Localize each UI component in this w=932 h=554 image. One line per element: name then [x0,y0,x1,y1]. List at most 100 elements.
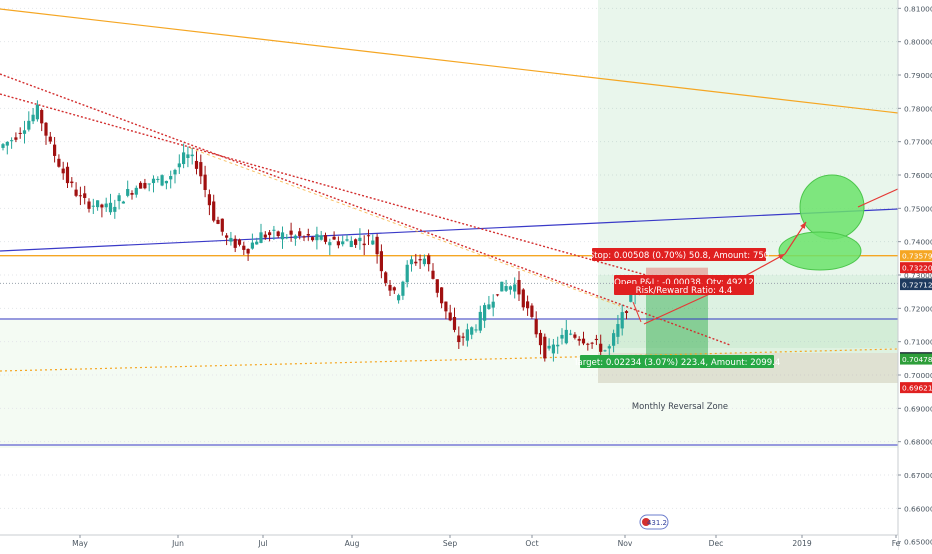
candle-body [169,176,173,180]
candles-layer [1,100,641,362]
candle-body [57,158,61,167]
candle-body [388,284,392,291]
candle-body [612,333,616,346]
projection-extension-line [857,187,901,208]
candle-body [620,312,624,329]
candle-body [508,286,512,290]
candle-body [96,200,100,208]
time-tick-label: Jun [171,539,184,548]
candle-body [607,346,611,349]
candle-body [164,180,168,184]
candle-body [362,243,366,246]
price-tick-label: 0.78000 [904,104,932,113]
candle-body [40,110,44,124]
candle-body [280,232,285,240]
candle-body [397,295,401,301]
risk-reward-label: Risk/Reward Ratio: 4.4 [636,286,733,296]
price-tick-label: 0.67000 [904,471,932,480]
candle-body [14,137,18,140]
candle-body [345,239,349,241]
target-label-box [580,355,774,368]
candle-body [474,329,478,331]
grid-layer [0,7,898,543]
candle-body [18,132,22,134]
candle-body [478,311,482,331]
candle-body [517,279,521,295]
candle-body [409,259,414,265]
price-marker-box [900,382,932,394]
target-ellipse-lower [778,231,862,271]
candle-body [276,231,280,237]
candle-body [513,284,517,292]
candle-body [341,241,345,245]
price-marker-box [900,250,932,262]
candle-body [48,136,52,142]
candle-body [130,193,134,195]
candle-body [384,272,388,283]
price-tick-label: 0.81000 [904,4,932,13]
candle-body [315,234,319,241]
candle-body [121,201,125,204]
logo-text: 431.2 [647,519,667,527]
candle-body [272,229,276,231]
candle-body [70,181,74,184]
candle-body [311,237,315,241]
candle-body [530,305,534,317]
candle-body [392,287,396,291]
candle-body [134,187,138,195]
candle-body [255,241,259,245]
time-tick-label: Dec [709,539,724,548]
candle-body [177,163,181,168]
projection-arrow-3-head [800,222,806,229]
logo-dot-icon [642,518,650,526]
time-tick-label: Jul [257,539,267,548]
candle-body [470,327,474,335]
target-zone [646,284,708,360]
price-tick-label: 0.79000 [904,71,932,80]
price-marker-label: 0.70478 [902,355,932,364]
candle-body [586,343,590,345]
candle-body [414,261,418,264]
candle-body [371,240,375,245]
candle-body [302,236,306,238]
candle-body [366,235,371,237]
candle-body [427,255,431,265]
candle-body [590,342,594,344]
candle-body [616,324,620,337]
price-marker-box [900,262,932,274]
candle-body [237,239,242,245]
candle-body [100,204,104,208]
time-tick-label: 2019 [792,539,811,548]
candle-body [61,168,65,174]
candle-body [298,231,302,236]
candle-body [599,343,603,352]
overlay-layer [632,174,901,325]
candle-body [483,305,487,321]
candle-body [521,289,525,308]
projection-arrow-2-head [778,254,785,260]
candle-body [108,202,113,213]
candle-body [603,350,607,352]
price-marker-label: 0.73579 [902,252,932,261]
candle-body [444,301,448,312]
candle-body [53,144,57,156]
candle-body [354,239,358,245]
time-tick-label: Oct [525,539,538,548]
candle-body [577,338,581,341]
candle-body [151,178,156,184]
target-circle-upper [799,174,865,240]
candle-body [379,251,383,272]
candle-body [65,166,70,184]
candle-body [44,122,48,136]
price-tick-label: 0.66000 [904,504,932,513]
candle-body [440,287,444,304]
candle-body [491,301,495,308]
red-dotted-trendline-upper [0,73,731,346]
candle-body [203,174,207,190]
candle-body [543,336,547,359]
candle-body [547,345,551,349]
candle-body [564,329,568,344]
candle-body [452,316,457,330]
time-tick-label: Nov [618,539,633,548]
candle-body [10,140,14,142]
